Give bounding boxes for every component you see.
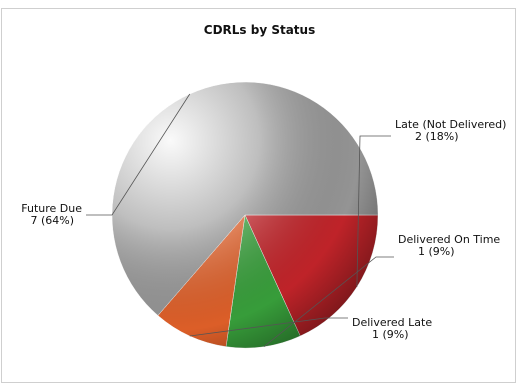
slice-value-late-not-delivered: 2 (18%) [415,130,459,143]
leader-line-delivered-on-time [263,256,394,347]
pie-slices [111,81,379,349]
slice-value-delivered-on-time: 1 (9%) [418,245,455,258]
slice-label-delivered-on-time: Delivered On Time [398,233,500,246]
slice-value-delivered-late: 1 (9%) [372,328,409,341]
leader-line-delivered-late [189,317,348,337]
leader-line-future-due [86,93,191,216]
slice-value-future-due: 7 (64%) [30,214,74,227]
leader-lines [86,93,394,347]
slice-label-delivered-late: Delivered Late [352,316,432,329]
chart-title: CDRLs by Status [203,23,316,37]
slice-label-late-not-delivered: Late (Not Delivered) [395,118,506,131]
slice-labels: Late (Not Delivered)2 (18%) Delivered On … [21,118,506,341]
leader-line-late-not-delivered [356,135,391,287]
slice-label-future-due: Future Due [21,202,82,215]
